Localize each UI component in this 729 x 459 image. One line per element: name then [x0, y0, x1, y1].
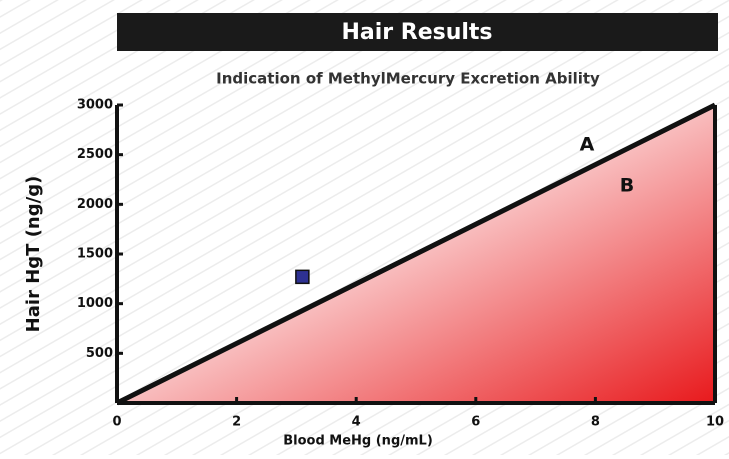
x-tick-label: 0	[112, 415, 121, 430]
y-tick-label: 2000	[77, 197, 113, 212]
chart-subtitle: Indication of MethylMercury Excretion Ab…	[216, 70, 600, 88]
x-tick-label: 8	[591, 415, 600, 430]
x-tick-label: 6	[471, 415, 480, 430]
annotation: B	[620, 175, 634, 197]
chart-title: Hair Results	[341, 20, 492, 45]
y-axis-label: Hair HgT (ng/g)	[23, 176, 44, 333]
x-tick-label: 10	[706, 415, 724, 430]
y-tick-label: 1000	[77, 296, 113, 311]
x-tick-label: 4	[352, 415, 361, 430]
y-tick-label: 500	[86, 346, 113, 361]
reference-line	[115, 102, 717, 406]
x-axis-label: Blood MeHg (ng/mL)	[283, 434, 433, 449]
x-tick-label: 2	[232, 415, 241, 430]
y-tick-label: 3000	[77, 98, 113, 113]
y-tick-label: 2500	[77, 147, 113, 162]
annotation: A	[580, 134, 595, 156]
title-bar	[117, 13, 718, 51]
point	[295, 269, 310, 285]
y-tick-label: 1500	[77, 247, 113, 262]
